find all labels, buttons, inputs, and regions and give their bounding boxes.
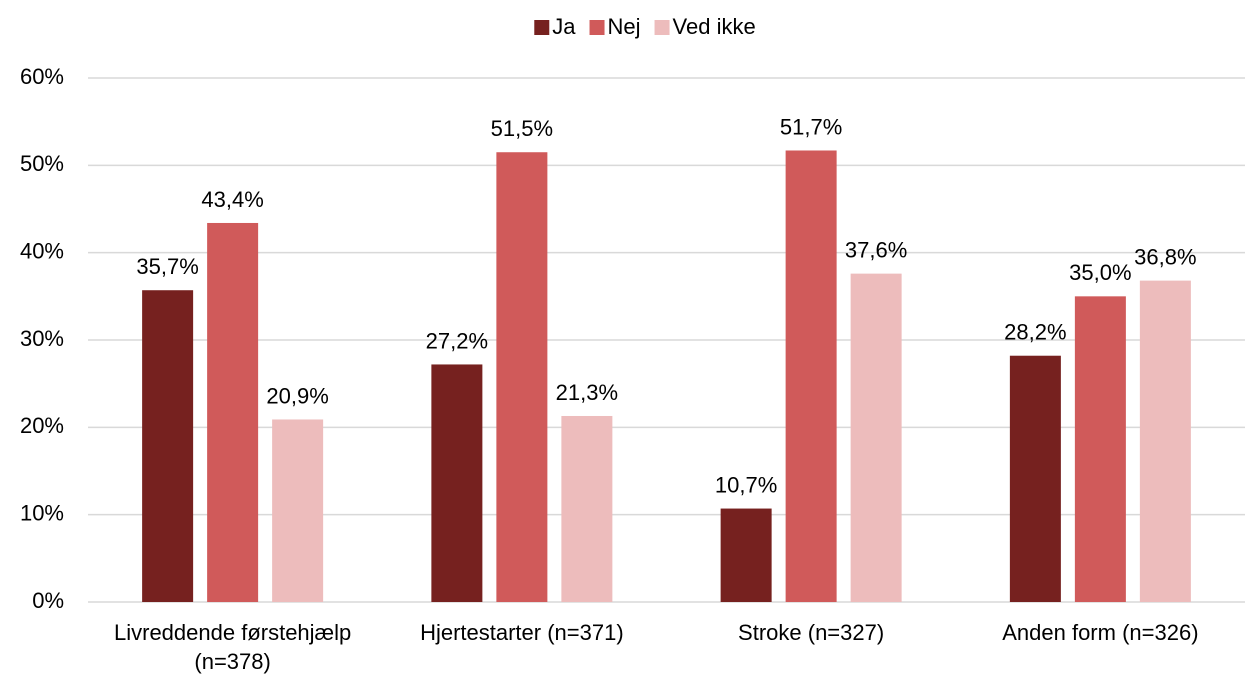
y-tick-label: 10% [20,500,64,525]
data-label: 20,9% [266,383,328,408]
bar [1074,296,1126,602]
legend-swatch [654,20,670,35]
data-label: 51,7% [780,114,842,139]
data-label: 10,7% [715,472,777,497]
x-tick-label: Anden form (n=326) [1002,620,1199,645]
y-tick-label: 50% [20,151,64,176]
bar [207,222,259,602]
legend-label: Ja [552,14,576,39]
bar [142,290,194,602]
data-label: 37,6% [845,237,907,262]
bar [1139,280,1191,602]
data-label: 21,3% [556,380,618,405]
x-tick-label: Livreddende førstehjælp (n=378) [114,620,352,674]
y-tick-label: 40% [20,238,64,263]
data-label: 51,5% [491,116,553,141]
y-tick-label: 0% [32,588,64,613]
bar [1009,355,1061,602]
legend-label: Nej [608,14,641,39]
legend-label: Ved ikke [673,14,756,39]
bar [431,364,483,602]
bar [785,150,837,602]
bar [496,152,548,602]
data-label: 28,2% [1004,320,1066,345]
data-label: 43,4% [201,187,263,212]
data-label: 27,2% [426,328,488,353]
x-tick-label: Stroke (n=327) [738,620,885,645]
data-label: 35,0% [1069,260,1131,285]
bar [720,508,772,602]
data-label: 35,7% [136,254,198,279]
bar [850,273,902,602]
bar [272,419,324,602]
x-tick-label: Hjertestarter (n=371) [420,620,624,645]
bar [561,415,613,602]
legend-swatch [589,20,605,35]
y-tick-label: 30% [20,326,64,351]
data-label: 36,8% [1134,244,1196,269]
legend-swatch [534,20,550,35]
y-tick-label: 60% [20,64,64,89]
y-tick-label: 20% [20,413,64,438]
